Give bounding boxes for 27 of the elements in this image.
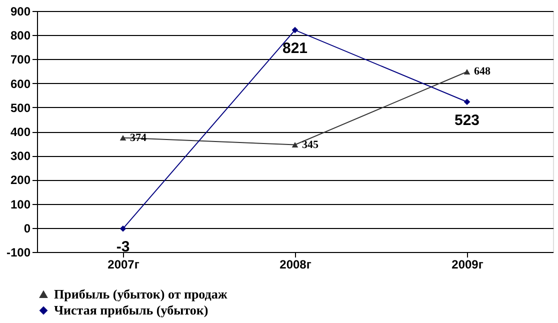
y-tick-label: 600	[10, 76, 31, 91]
y-tick-label: 500	[10, 100, 31, 115]
point	[292, 26, 298, 34]
data-label: 523	[454, 112, 480, 129]
y-tick-label: -100	[6, 246, 31, 260]
point	[120, 225, 126, 232]
point	[464, 68, 470, 74]
x-tick-label: 2008г	[280, 258, 312, 272]
y-tick-label: 200	[10, 173, 31, 188]
legend-label: Чистая прибыль (убыток)	[54, 302, 208, 318]
point	[120, 135, 126, 141]
legend-label: Прибыль (убыток) от продаж	[54, 286, 228, 302]
y-tick-label: 800	[10, 28, 31, 43]
data-label: -3	[116, 238, 130, 256]
point	[292, 142, 298, 148]
x-tick-label: 2009г	[452, 258, 484, 272]
y-tick-label: 900	[10, 4, 31, 18]
y-tick-label: 400	[10, 125, 31, 139]
data-label: 648	[474, 66, 491, 78]
y-tick-label: 300	[10, 149, 31, 164]
data-label: 821	[282, 40, 308, 58]
data-label: 345	[302, 138, 319, 151]
y-tick-label: 100	[10, 197, 31, 212]
y-tick-label: 0	[24, 221, 31, 236]
point	[464, 98, 470, 106]
y-tick-label: 700	[10, 52, 31, 67]
x-tick-label: 2007г	[108, 258, 140, 272]
